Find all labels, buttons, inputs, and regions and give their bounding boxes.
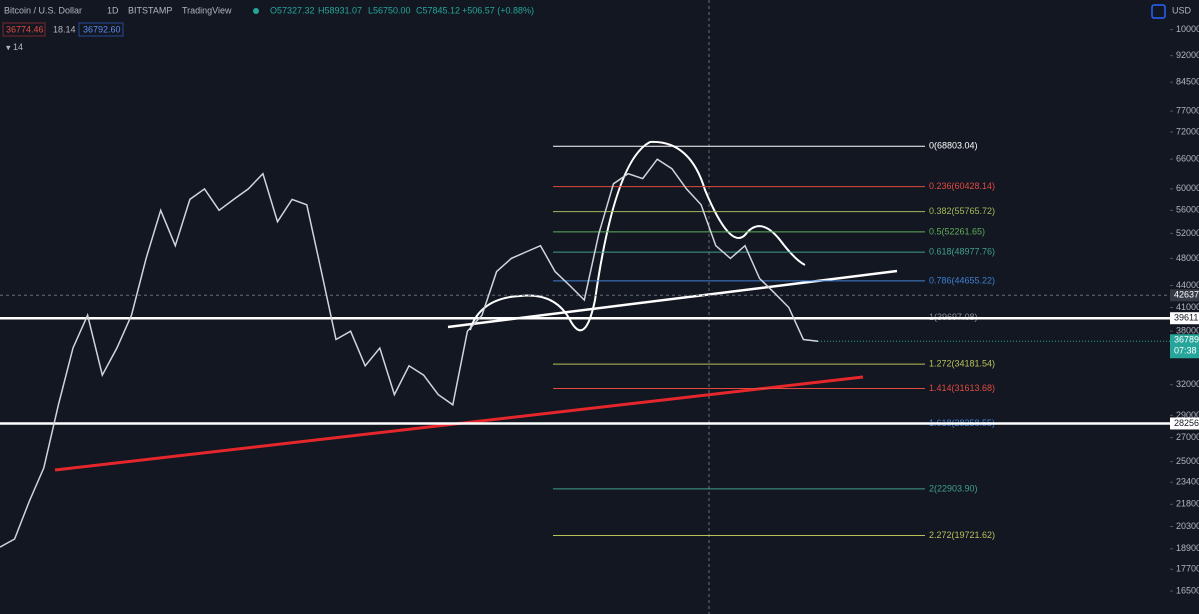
fib-label: 2(22903.90)	[929, 483, 978, 493]
plot: 0(68803.04) 0.236(60428.14) 0.382(55765.72…	[0, 141, 1170, 548]
y-tick-label: 16500	[1176, 585, 1199, 595]
interval: 1D	[107, 5, 119, 15]
currency: USD	[1172, 5, 1192, 15]
indicator-box	[2, 22, 46, 37]
current-price-label: 36789	[1174, 335, 1199, 345]
fib-label: 1.414(31613.68)	[929, 383, 995, 393]
pattern-drawing	[469, 140, 806, 332]
y-tick-label: 72000	[1176, 126, 1199, 136]
y-tick-label: 21800	[1176, 499, 1199, 509]
level-label: 28256	[1174, 418, 1199, 428]
crosshair-label: 42637	[1174, 290, 1199, 300]
y-tick-label: 92000	[1176, 50, 1199, 60]
y-tick-label: 38000	[1176, 326, 1199, 336]
y-tick-label: 56000	[1176, 205, 1199, 215]
level-label-bg	[1170, 417, 1199, 430]
y-tick-label: 66000	[1176, 154, 1199, 164]
y-tick-label: 77000	[1176, 106, 1199, 116]
symbol: Bitcoin / U.S. Dollar	[4, 5, 82, 15]
ohlc-high: H58931.07	[318, 5, 362, 15]
fib-label: 2.272(19721.62)	[929, 530, 995, 540]
fib-label: 0.618(48977.76)	[929, 246, 995, 256]
y-tick-label: 60000	[1176, 183, 1199, 193]
y-tick-label: 25000	[1176, 456, 1199, 466]
indicator-a: 36774.46	[6, 24, 44, 34]
current-price-bg	[1170, 334, 1199, 359]
y-tick-label: 29000	[1176, 410, 1199, 420]
indicator-box	[78, 22, 124, 37]
y-tick-label: 23400	[1176, 477, 1199, 487]
status-dot	[253, 8, 259, 14]
countdown: 07:38	[1174, 346, 1197, 356]
fib-label: 0(68803.04)	[929, 141, 978, 151]
y-tick-label: 41000	[1176, 302, 1199, 312]
y-tick-label: 27000	[1176, 432, 1199, 442]
y-tick-label: 32000	[1176, 379, 1199, 389]
y-tick-label: 20300	[1176, 521, 1199, 531]
ohlc-low: L56750.00	[368, 5, 411, 15]
y-tick-label: 52000	[1176, 228, 1199, 238]
fib-label: 1(39697.08)	[929, 312, 978, 322]
level-label-bg	[1170, 312, 1199, 325]
y-tick-label: 100000	[1176, 24, 1199, 34]
fib-label: 0.5(52261.65)	[929, 226, 985, 236]
y-tick-label: 44000	[1176, 280, 1199, 290]
brand: TradingView	[182, 5, 232, 15]
fib-label: 0.786(44655.22)	[929, 275, 995, 285]
fib-label: 0.236(60428.14)	[929, 181, 995, 191]
ohlc-open: O57327.32	[270, 5, 315, 15]
fib-label: 1.272(34181.54)	[929, 359, 995, 369]
price-line	[0, 158, 819, 548]
level-label: 39611	[1174, 313, 1198, 323]
crosshair-label-bg	[1170, 289, 1199, 302]
exchange: BITSTAMP	[128, 5, 172, 15]
indicator-length-value: 14	[13, 42, 23, 52]
y-tick-label: 18900	[1176, 543, 1199, 553]
y-tick-label: 48000	[1176, 253, 1199, 263]
y-tick-label: 84500	[1176, 77, 1199, 87]
settings-button[interactable]	[1151, 4, 1166, 19]
indicator-b: 18.14	[53, 24, 76, 34]
indicator-c: 36792.60	[83, 24, 121, 34]
ohlc-close: C57845.12	[416, 5, 460, 15]
indicator-length: ▾ 14	[6, 42, 23, 52]
y-tick-label: 17700	[1176, 564, 1199, 574]
ohlc-change: +506.57 (+0.88%)	[462, 5, 534, 15]
price-axis	[1170, 0, 1199, 614]
fib-label: 0.382(55765.72)	[929, 206, 995, 216]
